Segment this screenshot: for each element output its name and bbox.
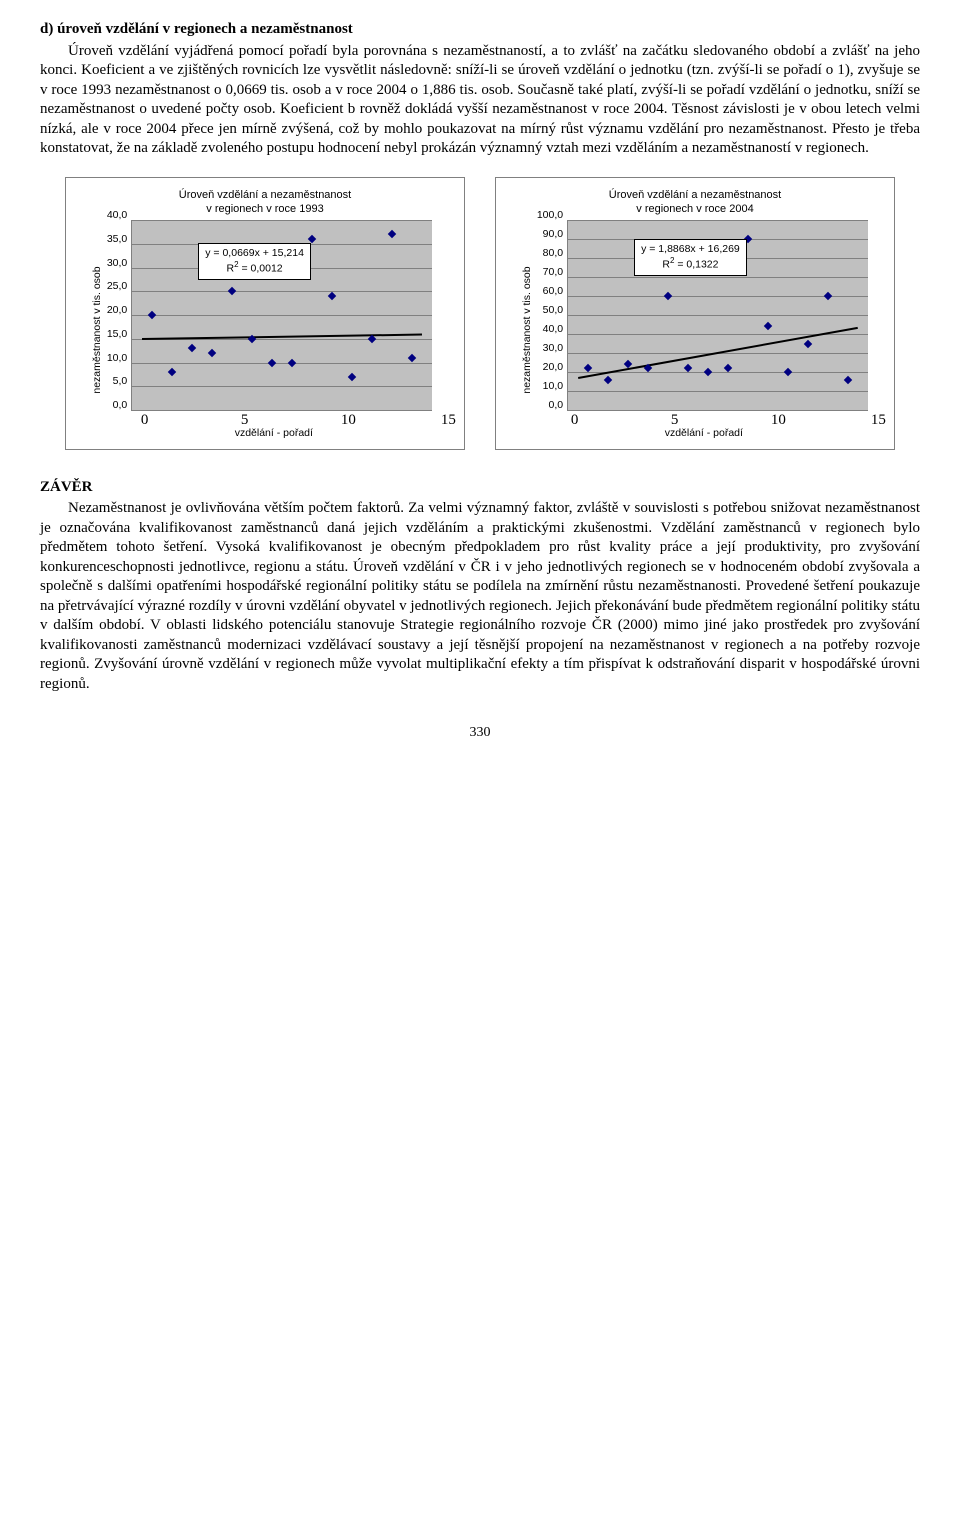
page-number: 330: [40, 724, 920, 742]
data-point: [604, 375, 612, 383]
chart-title: Úroveň vzdělání a nezaměstnanost v regio…: [609, 188, 781, 217]
data-point: [408, 354, 416, 362]
data-point: [388, 230, 396, 238]
data-point: [188, 344, 196, 352]
data-point: [784, 368, 792, 376]
data-point: [824, 292, 832, 300]
x-axis-label: vzdělání - pořadí: [537, 427, 871, 441]
y-axis-ticks: 100,090,080,070,060,050,040,030,020,010,…: [537, 220, 567, 410]
y-axis-label: nezaměstnanost v tis. osob: [519, 220, 537, 441]
equation-box: y = 1,8868x + 16,269R2 = 0,1322: [634, 239, 747, 276]
data-point: [228, 287, 236, 295]
data-point: [268, 358, 276, 366]
zaver-paragraph: Nezaměstnanost je ovlivňována větším poč…: [40, 499, 920, 694]
y-axis-ticks: 40,035,030,025,020,015,010,05,00,0: [107, 220, 131, 410]
data-point: [328, 292, 336, 300]
charts-row: Úroveň vzdělání a nezaměstnanost v regio…: [40, 177, 920, 450]
data-point: [208, 349, 216, 357]
equation-box: y = 0,0669x + 15,214R2 = 0,0012: [198, 243, 311, 280]
plot-area: y = 0,0669x + 15,214R2 = 0,0012: [131, 220, 432, 411]
chart-2004: Úroveň vzdělání a nezaměstnanost v regio…: [495, 177, 895, 450]
data-point: [844, 375, 852, 383]
x-axis-label: vzdělání - pořadí: [107, 427, 441, 441]
data-point: [764, 322, 772, 330]
data-point: [664, 292, 672, 300]
data-point: [288, 358, 296, 366]
data-point: [168, 368, 176, 376]
zaver-heading: ZÁVĚR: [40, 478, 920, 498]
data-point: [704, 368, 712, 376]
data-point: [148, 311, 156, 319]
data-point: [348, 373, 356, 381]
plot-area: y = 1,8868x + 16,269R2 = 0,1322: [567, 220, 868, 411]
section-d-heading: d) úroveň vzdělání v regionech a nezaměs…: [40, 20, 920, 40]
chart-1993: Úroveň vzdělání a nezaměstnanost v regio…: [65, 177, 465, 450]
data-point: [804, 339, 812, 347]
y-axis-label: nezaměstnanost v tis. osob: [89, 220, 107, 441]
chart-title: Úroveň vzdělání a nezaměstnanost v regio…: [179, 188, 351, 217]
section-d-paragraph: Úroveň vzdělání vyjádřená pomocí pořadí …: [40, 42, 920, 159]
